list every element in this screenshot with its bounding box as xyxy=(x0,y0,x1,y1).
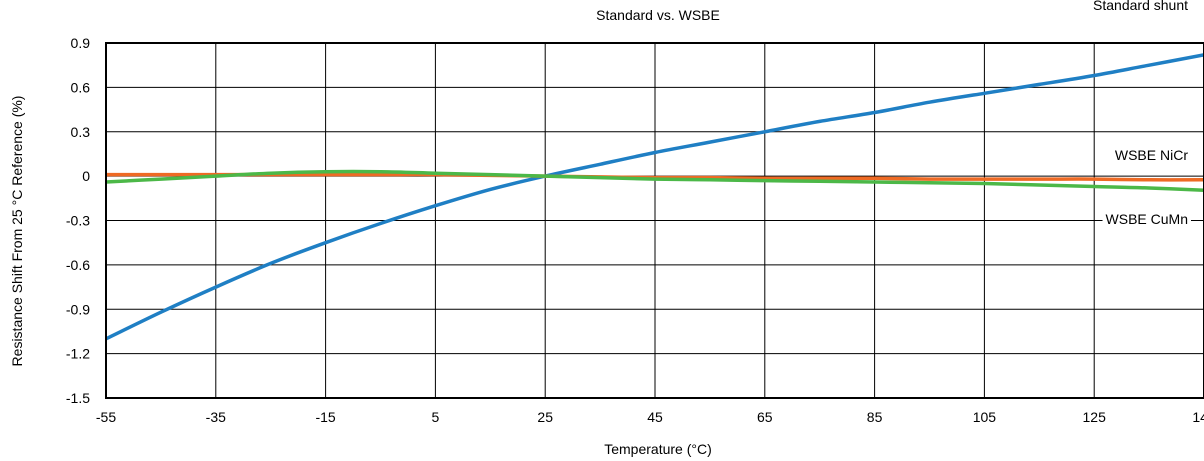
tick-labels: -55 -35 -15 5 25 45 65 85 105 125 145 0.9 0.6 0.3 0 -0.… xyxy=(66,35,1204,425)
y-tick-label: -1.5 xyxy=(66,390,90,406)
series-label-background xyxy=(1111,145,1192,164)
y-tick-label: -0.3 xyxy=(66,213,90,229)
y-tick-label: -0.9 xyxy=(66,301,90,317)
chart-title: Standard vs. WSBE xyxy=(596,7,720,23)
y-tick-label: -0.6 xyxy=(66,257,90,273)
grid xyxy=(106,43,1204,398)
y-tick-label: 0 xyxy=(82,168,90,184)
x-axis-label: Temperature (°C) xyxy=(604,441,712,457)
y-tick-label: 0.9 xyxy=(71,35,91,51)
x-tick-label: 145 xyxy=(1192,409,1204,425)
series-label-background xyxy=(1090,0,1192,14)
plot-frame xyxy=(105,42,1204,399)
x-tick-label: 45 xyxy=(647,409,663,425)
series-label: WSBE CuMn xyxy=(1106,211,1188,227)
x-tick-label: 105 xyxy=(973,409,997,425)
series-label: Standard shunt xyxy=(1093,0,1188,13)
y-axis-label: Resistance Shift From 25 °C Reference (%… xyxy=(9,96,25,367)
y-tick-label: 0.3 xyxy=(71,124,91,140)
x-tick-label: 5 xyxy=(432,409,440,425)
y-tick-label: 0.6 xyxy=(71,79,91,95)
y-tick-label: -1.2 xyxy=(66,346,90,362)
series-line-wsbe-cumn xyxy=(105,169,1204,192)
series-line-standard-shunt xyxy=(105,53,1204,341)
x-tick-label: 65 xyxy=(757,409,773,425)
x-tick-label: -35 xyxy=(206,409,226,425)
series-label-background xyxy=(1102,210,1191,229)
x-tick-label: -15 xyxy=(315,409,335,425)
x-tick-label: -55 xyxy=(96,409,116,425)
x-tick-label: 85 xyxy=(867,409,883,425)
series-lines xyxy=(105,53,1204,341)
x-tick-label: 25 xyxy=(537,409,553,425)
series-label: WSBE NiCr xyxy=(1115,147,1188,163)
x-tick-label: 125 xyxy=(1083,409,1107,425)
series-labels: Standard shunt WSBE NiCr WSBE CuMn xyxy=(1090,0,1192,229)
